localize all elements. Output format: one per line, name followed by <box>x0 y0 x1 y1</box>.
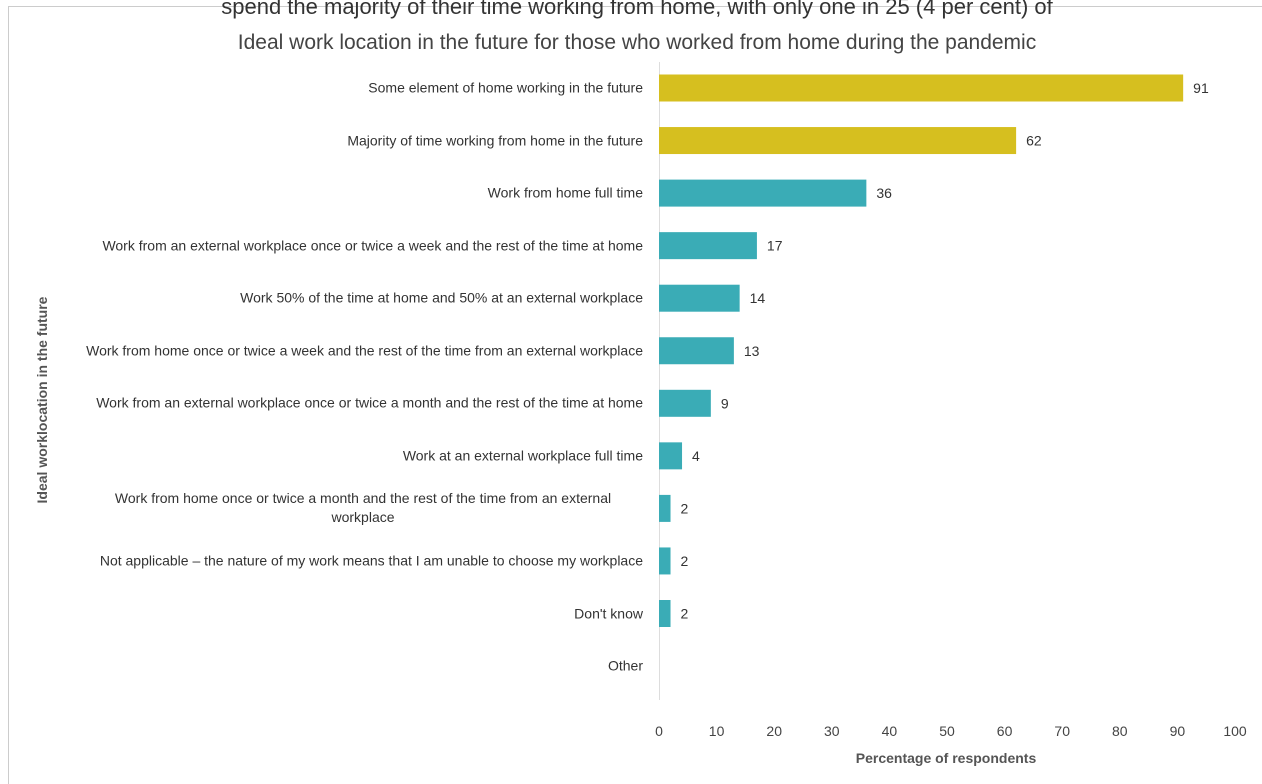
data-label: 13 <box>744 343 760 359</box>
frame <box>8 6 1262 784</box>
chart-title: Ideal work location in the future for th… <box>238 31 1036 54</box>
data-label: 4 <box>692 448 700 464</box>
x-tick-label: 0 <box>655 723 663 739</box>
data-label: 36 <box>876 185 892 201</box>
y-tick-label: Other <box>607 657 643 674</box>
y-tick-label: Not applicable – the nature of my work m… <box>99 552 643 569</box>
data-label: 14 <box>750 290 766 306</box>
y-tick-label: Work from an external workplace once or … <box>96 394 643 411</box>
data-label: 2 <box>681 553 689 569</box>
y-tick-label: Work from an external workplace once or … <box>102 237 643 254</box>
x-tick-label: 20 <box>766 723 782 739</box>
y-tick-label: Majority of time working from home in th… <box>347 132 643 149</box>
x-tick-label: 60 <box>997 723 1013 739</box>
x-tick-label: 100 <box>1223 723 1247 739</box>
y-tick-label: Work 50% of the time at home and 50% at … <box>240 289 643 306</box>
x-tick-label: 90 <box>1170 723 1186 739</box>
y-tick-label: Work from home once or twice a week and … <box>86 342 643 359</box>
bar <box>659 232 757 260</box>
bar <box>659 127 1017 155</box>
x-tick-label: 30 <box>824 723 840 739</box>
bar <box>659 600 671 627</box>
data-label: 2 <box>681 606 689 622</box>
bar <box>659 284 740 312</box>
bar <box>659 442 683 470</box>
data-label: 9 <box>721 395 729 411</box>
x-tick-label: 80 <box>1112 723 1128 739</box>
x-tick-label: 10 <box>709 723 725 739</box>
bar <box>659 547 671 575</box>
x-axis-title: Percentage of respondents <box>856 750 1037 766</box>
y-tick-label: Work from home full time <box>487 184 643 201</box>
data-label: 62 <box>1026 133 1042 149</box>
data-label: 2 <box>681 500 689 516</box>
y-tick-label: Some element of home working in the futu… <box>368 79 643 96</box>
y-tick-label: Work at an external workplace full time <box>402 447 643 464</box>
x-tick-label: 40 <box>882 723 898 739</box>
y-tick-label: Don't know <box>574 605 643 621</box>
data-label: 91 <box>1193 80 1209 96</box>
data-label: 17 <box>767 238 783 254</box>
x-tick-label: 70 <box>1054 723 1070 739</box>
x-tick-label: 50 <box>939 723 955 739</box>
y-axis-title: Ideal worklocation in the future <box>34 296 50 503</box>
bar <box>659 74 1184 102</box>
bar <box>659 389 711 417</box>
bar <box>659 494 671 522</box>
y-tick-label: Work from home once or twice a month and… <box>114 490 612 526</box>
cropped-text: spend the majority of their time working… <box>221 0 1053 19</box>
bar <box>659 179 867 207</box>
bar <box>659 337 734 365</box>
